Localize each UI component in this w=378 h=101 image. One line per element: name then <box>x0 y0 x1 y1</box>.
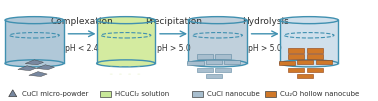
Polygon shape <box>197 68 213 72</box>
Polygon shape <box>297 60 313 64</box>
Text: Precipitation: Precipitation <box>145 17 202 26</box>
Polygon shape <box>25 60 43 65</box>
Polygon shape <box>288 68 304 72</box>
Polygon shape <box>192 91 203 97</box>
Polygon shape <box>206 60 222 64</box>
Ellipse shape <box>280 60 338 67</box>
Ellipse shape <box>119 66 122 67</box>
Polygon shape <box>100 91 111 97</box>
Ellipse shape <box>137 66 140 67</box>
Text: CuCl micro-powder: CuCl micro-powder <box>22 91 88 97</box>
Polygon shape <box>187 61 204 65</box>
Ellipse shape <box>188 60 247 67</box>
Ellipse shape <box>97 17 155 24</box>
Ellipse shape <box>97 60 155 67</box>
Polygon shape <box>224 60 240 64</box>
Text: pH > 5.0: pH > 5.0 <box>156 44 191 53</box>
Polygon shape <box>307 68 322 72</box>
Text: pH > 5.0: pH > 5.0 <box>248 44 282 53</box>
Polygon shape <box>206 74 222 78</box>
Polygon shape <box>307 54 322 59</box>
Ellipse shape <box>128 66 131 67</box>
Polygon shape <box>197 54 213 59</box>
Polygon shape <box>36 65 54 70</box>
Polygon shape <box>5 20 64 63</box>
Polygon shape <box>188 20 247 63</box>
Ellipse shape <box>110 66 113 67</box>
Polygon shape <box>307 48 322 53</box>
Polygon shape <box>279 61 295 65</box>
Polygon shape <box>288 54 304 59</box>
Polygon shape <box>265 91 276 97</box>
Polygon shape <box>280 20 338 63</box>
Polygon shape <box>215 68 231 72</box>
Polygon shape <box>215 54 231 59</box>
Ellipse shape <box>5 60 64 67</box>
Polygon shape <box>18 66 36 71</box>
Ellipse shape <box>188 17 247 24</box>
Polygon shape <box>9 90 17 97</box>
Text: HCuCl₂ solution: HCuCl₂ solution <box>115 91 169 97</box>
Text: pH < 2.4: pH < 2.4 <box>65 44 99 53</box>
Ellipse shape <box>5 17 64 24</box>
Polygon shape <box>297 74 313 78</box>
Polygon shape <box>316 60 332 64</box>
Ellipse shape <box>280 17 338 24</box>
Text: Complexation: Complexation <box>51 17 113 26</box>
Polygon shape <box>97 20 155 63</box>
Text: CuCl nanocube: CuCl nanocube <box>206 91 259 97</box>
Polygon shape <box>288 48 304 53</box>
Text: Hydrolysis: Hydrolysis <box>242 17 288 26</box>
Polygon shape <box>29 72 47 77</box>
Text: Cu₂O hollow nanocube: Cu₂O hollow nanocube <box>280 91 359 97</box>
